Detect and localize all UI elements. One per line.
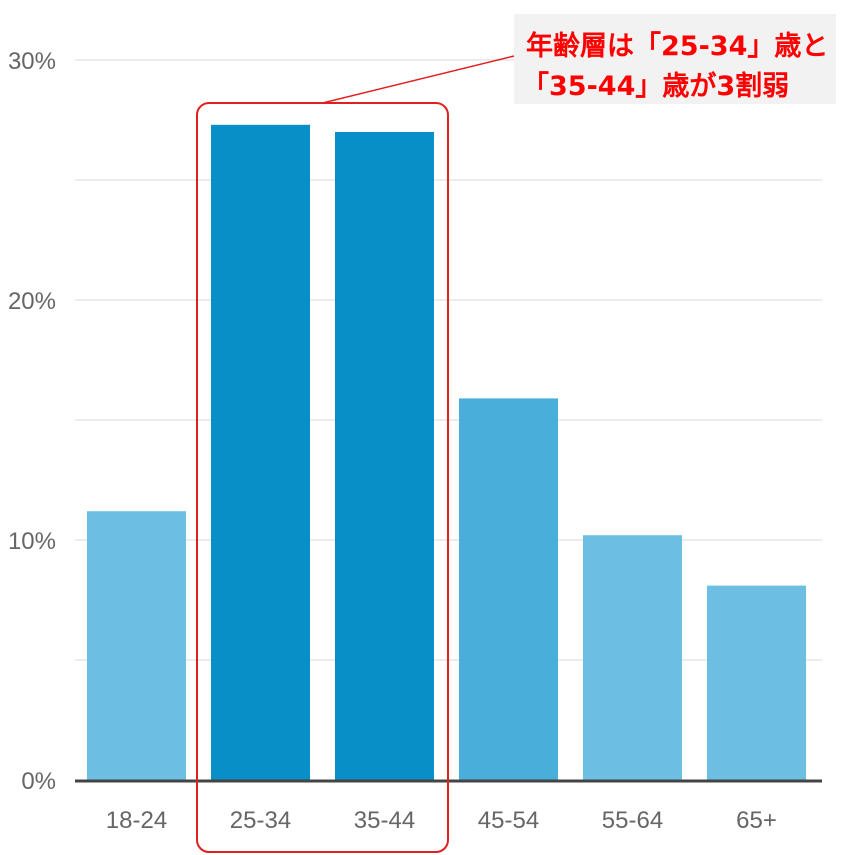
y-tick-label: 30% bbox=[8, 48, 56, 75]
bar-45-54 bbox=[459, 398, 558, 780]
x-tick-label: 35-44 bbox=[354, 807, 415, 834]
callout-pointer bbox=[322, 55, 515, 104]
bar-35-44 bbox=[335, 132, 434, 780]
x-tick-label: 55-64 bbox=[602, 807, 663, 834]
x-tick-label: 18-24 bbox=[106, 807, 167, 834]
y-axis-ticks: 0% 10% 20% 30% bbox=[8, 48, 56, 795]
x-axis-ticks: 18-24 25-34 35-44 45-54 55-64 65+ bbox=[106, 807, 777, 834]
annotation-line-1: 年齢層は「25-34」歳と bbox=[526, 31, 829, 62]
x-tick-label: 25-34 bbox=[230, 807, 291, 834]
bar-65+ bbox=[707, 585, 806, 780]
bar-25-34 bbox=[211, 124, 310, 781]
x-tick-label: 65+ bbox=[736, 807, 777, 834]
x-tick-label: 45-54 bbox=[478, 807, 539, 834]
bar-18-24 bbox=[87, 511, 186, 780]
bars bbox=[87, 124, 806, 781]
y-tick-label: 0% bbox=[21, 768, 56, 795]
y-tick-label: 20% bbox=[8, 288, 56, 315]
annotation-line-2: 「35-44」歳が3割弱 bbox=[522, 71, 790, 102]
y-tick-label: 10% bbox=[8, 528, 56, 555]
annotation-callout: 年齢層は「25-34」歳と 「35-44」歳が3割弱 bbox=[514, 14, 836, 104]
bar-55-64 bbox=[583, 535, 682, 780]
